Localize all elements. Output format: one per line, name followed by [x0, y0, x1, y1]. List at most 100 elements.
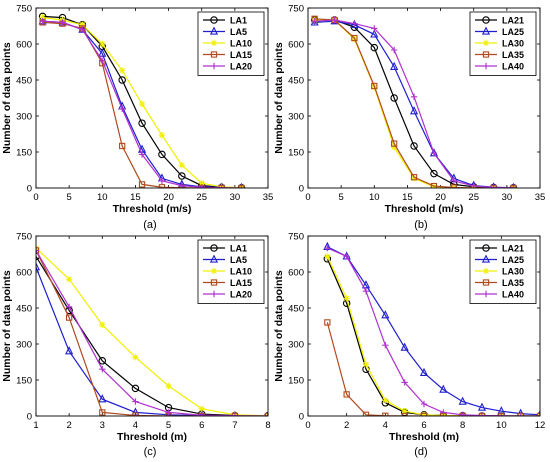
- axes-frame: [307, 7, 541, 189]
- x-tick-label: 20: [163, 192, 174, 203]
- data-point: [439, 384, 448, 393]
- data-point: [132, 398, 139, 405]
- series-line: [36, 247, 268, 416]
- data-point: [459, 411, 466, 416]
- y-tick-label: 150: [16, 148, 32, 159]
- legend-marker: [482, 39, 490, 47]
- x-tick-label: 4: [383, 420, 388, 431]
- panel-caption: (d): [414, 446, 427, 458]
- y-tick-label: 750: [288, 232, 304, 243]
- legend-marker: [482, 279, 490, 286]
- data-point: [362, 361, 370, 368]
- legend-label: LA1: [230, 16, 247, 26]
- data-point: [238, 184, 245, 188]
- legend-marker: [210, 267, 218, 275]
- data-point: [99, 321, 106, 328]
- data-point: [419, 367, 429, 376]
- data-point: [517, 412, 524, 416]
- legend-marker: [482, 244, 490, 252]
- series-LA40: [311, 16, 517, 188]
- x-tick-label: 30: [230, 192, 241, 203]
- axes-frame: [307, 235, 541, 417]
- data-point: [131, 384, 140, 393]
- data-point: [382, 397, 389, 404]
- x-tick-label: 0: [33, 192, 38, 203]
- x-tick-label: 8: [460, 420, 465, 431]
- series-line: [42, 15, 242, 188]
- x-tick-label: 4: [133, 420, 138, 431]
- legend-marker: [210, 51, 218, 58]
- legend-label: LA40: [502, 290, 524, 300]
- data-point: [382, 342, 389, 349]
- y-tick-label: 0: [27, 184, 32, 195]
- data-point: [59, 19, 66, 26]
- chart-panel-3: 0 150 300 450 600 750 1 2 3 4 5 6 7 8 Threshold (m) Num…: [1, 232, 271, 459]
- data-point: [390, 94, 398, 102]
- legend-box: [197, 239, 265, 304]
- legend-marker: [482, 290, 490, 298]
- data-point: [158, 132, 166, 139]
- data-point: [119, 142, 126, 150]
- data-point: [138, 100, 146, 108]
- data-point: [36, 262, 41, 271]
- x-tick-label: 1: [33, 420, 38, 431]
- legend-marker: [210, 290, 218, 298]
- data-point: [165, 382, 172, 390]
- data-point: [370, 29, 379, 38]
- data-point: [165, 409, 172, 416]
- legend-marker: [482, 62, 490, 70]
- data-point: [99, 40, 106, 48]
- y-tick-label: 600: [16, 268, 32, 279]
- legend-label: LA5: [230, 255, 247, 265]
- data-point: [343, 253, 350, 260]
- legend-label: LA25: [502, 255, 524, 265]
- data-point: [430, 169, 438, 178]
- data-point: [99, 57, 106, 64]
- data-point: [420, 400, 428, 408]
- data-point: [450, 184, 457, 188]
- x-tick-label: 5: [166, 420, 171, 431]
- data-point: [198, 181, 205, 188]
- y-tick-label: 450: [16, 76, 32, 87]
- legend-marker: [209, 254, 219, 263]
- data-point: [440, 409, 447, 416]
- panel-caption: (b): [414, 219, 427, 231]
- legend-label: LA40: [502, 62, 524, 72]
- x-tick-label: 3: [100, 420, 105, 431]
- data-point: [351, 20, 358, 27]
- legend-marker: [210, 62, 218, 70]
- legend-marker: [481, 254, 491, 263]
- data-point: [98, 394, 107, 403]
- y-tick-label: 450: [16, 304, 32, 315]
- data-point: [158, 177, 166, 184]
- data-point: [178, 162, 186, 169]
- data-point: [118, 105, 126, 112]
- data-point: [65, 303, 73, 310]
- legend-marker: [210, 244, 218, 252]
- y-tick-label: 0: [27, 412, 32, 423]
- data-point: [371, 82, 378, 90]
- y-tick-label: 150: [16, 376, 32, 387]
- x-axis-label: Threshold (m/s): [113, 203, 192, 215]
- x-tick-label: 5: [66, 192, 71, 203]
- data-point: [118, 76, 126, 84]
- legend-marker: [482, 267, 490, 275]
- data-point: [178, 172, 186, 180]
- data-point: [410, 174, 418, 181]
- x-tick-label: 0: [305, 192, 310, 203]
- data-point: [390, 61, 399, 70]
- x-tick-label: 10: [496, 420, 507, 431]
- legend-label: LA15: [230, 278, 252, 288]
- legend-marker: [210, 16, 218, 24]
- data-point: [361, 280, 371, 289]
- x-tick-label: 6: [421, 420, 426, 431]
- legend-marker: [482, 51, 490, 58]
- data-point: [158, 184, 166, 188]
- x-tick-label: 7: [232, 420, 237, 431]
- x-tick-label: 15: [130, 192, 141, 203]
- x-tick-label: 2: [344, 420, 349, 431]
- y-tick-label: 600: [16, 40, 32, 51]
- legend-label: LA1: [230, 244, 247, 254]
